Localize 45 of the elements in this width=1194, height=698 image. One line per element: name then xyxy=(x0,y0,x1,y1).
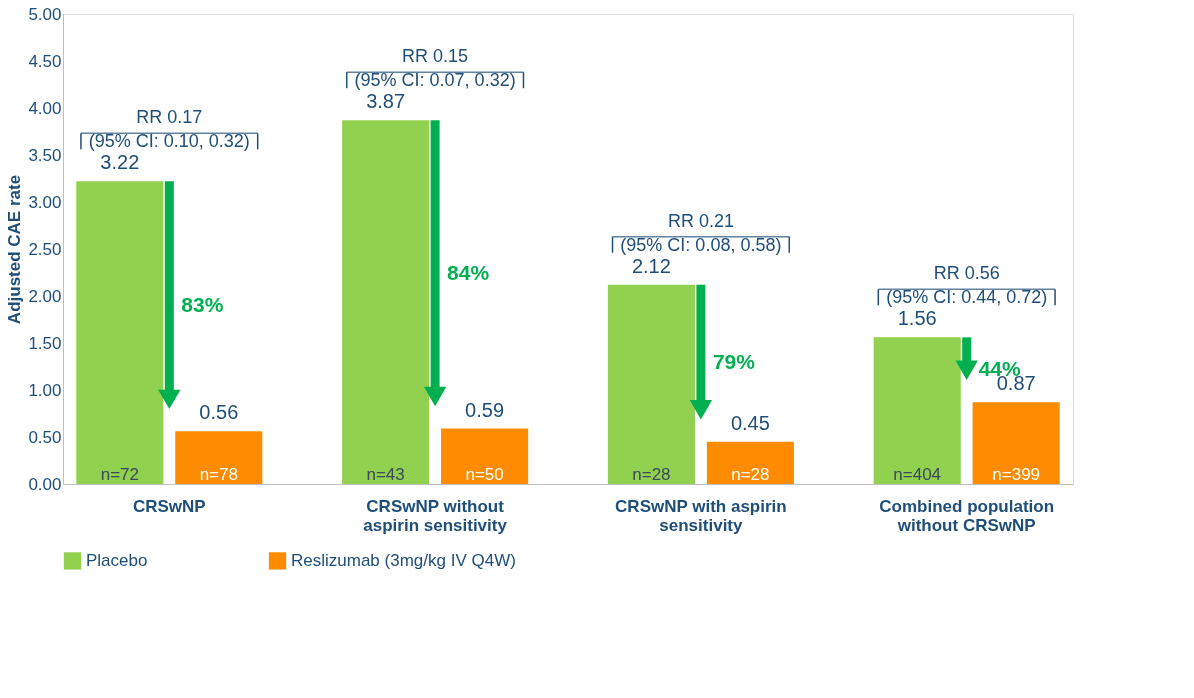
x-tick-label: CRSwNP with aspirin sensitivity xyxy=(615,496,787,535)
annotation: RR 0.15 (95% CI: 0.07, 0.32) xyxy=(354,46,516,91)
data-label: 1.56 xyxy=(897,307,937,330)
data-label: 3.87 xyxy=(366,90,406,113)
bar xyxy=(441,428,529,484)
annotation: 79% xyxy=(712,350,756,374)
y-tick-label: 0.50 xyxy=(28,427,62,447)
data-label: 2.12 xyxy=(631,254,671,277)
y-tick-label: 3.50 xyxy=(28,145,62,165)
annotation: n=404 xyxy=(893,465,942,484)
data-label: 3.22 xyxy=(100,151,140,174)
legend-label: Reslizumab (3mg/kg IV Q4W) xyxy=(291,550,516,570)
annotation: n=50 xyxy=(465,465,504,484)
y-tick-label: 2.00 xyxy=(28,286,62,306)
annotation: RR 0.17 (95% CI: 0.10, 0.32) xyxy=(88,107,250,152)
y-tick-label: 4.50 xyxy=(28,51,62,71)
x-tick-label: CRSwNP xyxy=(132,496,206,516)
annotation: n=72 xyxy=(100,465,139,484)
x-tick-label: Combined population without CRSwNP xyxy=(879,496,1055,535)
annotation: n=399 xyxy=(992,465,1041,484)
bar xyxy=(972,402,1060,484)
annotation: n=43 xyxy=(366,465,405,484)
bar xyxy=(706,441,794,484)
bar xyxy=(873,337,961,484)
y-tick-label: 2.50 xyxy=(28,239,62,259)
bar xyxy=(175,431,263,484)
legend-label: Placebo xyxy=(86,550,148,570)
y-tick-label: 3.00 xyxy=(28,192,62,212)
data-label: 0.59 xyxy=(465,398,505,421)
y-tick-label: 4.00 xyxy=(28,98,62,118)
y-tick-label: 1.50 xyxy=(28,333,62,353)
y-tick-label: 0.00 xyxy=(28,474,62,494)
y-tick-label: 5.00 xyxy=(28,4,62,24)
y-axis-title: Adjusted CAE rate xyxy=(5,174,25,325)
annotation: 83% xyxy=(181,293,224,317)
data-label: 0.56 xyxy=(199,401,239,424)
annotation: n=78 xyxy=(199,465,238,484)
annotation: n=28 xyxy=(632,465,671,484)
data-label: 0.45 xyxy=(730,411,770,434)
annotation: 84% xyxy=(447,261,490,285)
x-tick-label: CRSwNP without aspirin sensitivity xyxy=(363,496,508,535)
y-tick-label: 1.00 xyxy=(28,380,62,400)
annotation: n=28 xyxy=(731,465,770,484)
annotation: RR 0.21 (95% CI: 0.08, 0.58) xyxy=(620,210,782,255)
annotation: RR 0.56 (95% CI: 0.44, 0.72) xyxy=(886,263,1048,308)
